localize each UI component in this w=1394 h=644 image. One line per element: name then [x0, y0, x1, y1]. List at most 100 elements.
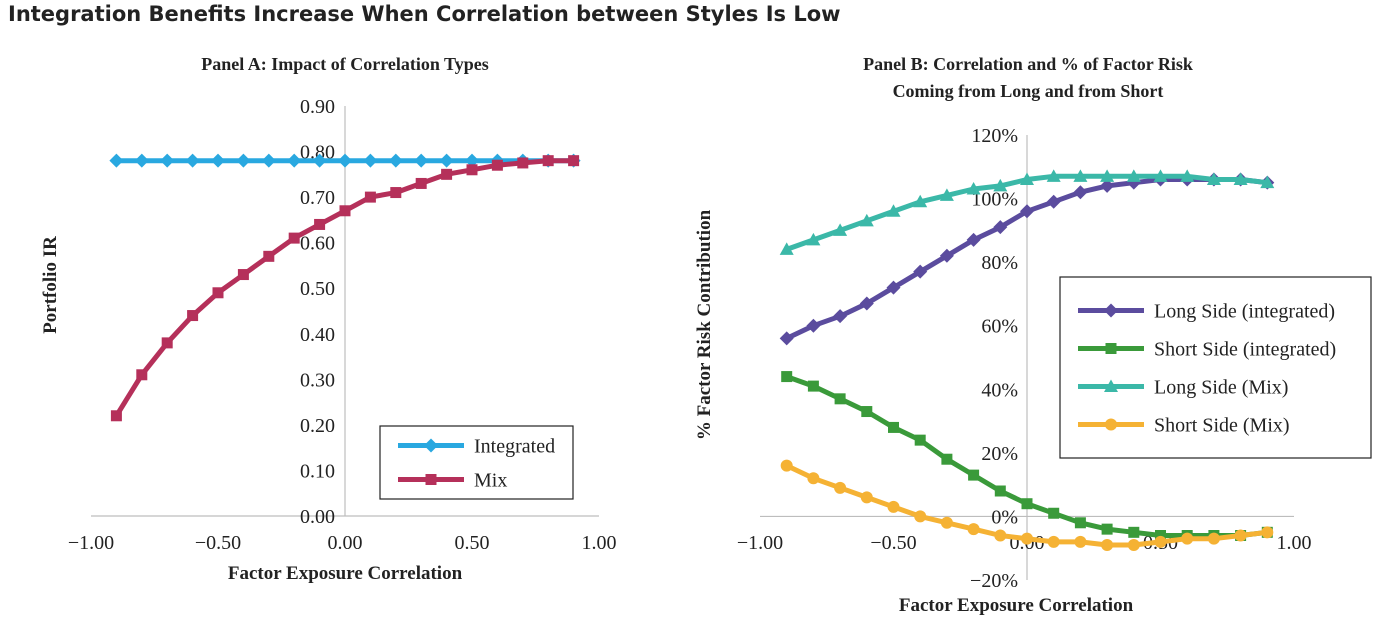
y-tick-label: 80% [981, 252, 1018, 274]
data-point [161, 337, 173, 349]
data-point [940, 516, 953, 529]
data-point [314, 218, 326, 230]
y-tick-label: 0.80 [300, 142, 335, 164]
data-point [1047, 535, 1060, 548]
y-tick-label: 0.40 [300, 324, 335, 346]
data-point [160, 153, 175, 168]
data-point [939, 248, 954, 263]
data-point [1233, 172, 1248, 185]
data-point [939, 188, 954, 201]
data-point [1100, 178, 1115, 193]
data-point [861, 406, 873, 418]
data-point [415, 177, 427, 189]
legend-swatch-marker [425, 474, 437, 485]
data-point [1074, 535, 1087, 548]
legend-label: Short Side (Mix) [1154, 415, 1290, 437]
data-point [968, 469, 980, 481]
data-point [187, 310, 199, 322]
data-point [806, 318, 821, 333]
data-point [441, 168, 453, 180]
data-point [288, 232, 300, 244]
data-point [1153, 169, 1168, 182]
data-point [211, 153, 225, 168]
y-tick-label: 0.90 [300, 96, 335, 118]
data-point [966, 232, 981, 247]
legend-item: Long Side (Mix) [1078, 377, 1288, 399]
x-tick-label: 0.00 [328, 532, 363, 554]
data-point [134, 153, 149, 168]
data-point [887, 500, 900, 513]
data-point [967, 523, 980, 536]
data-point [914, 434, 926, 446]
data-point [287, 153, 302, 168]
chart-title: Panel B: Correlation and % of Factor Ris… [863, 54, 1193, 74]
data-point [414, 153, 429, 168]
data-point [339, 205, 351, 217]
figure-title: Integration Benefits Increase When Corre… [8, 2, 841, 26]
data-point [993, 220, 1008, 235]
data-point [261, 153, 276, 168]
legend-item: Mix [398, 470, 507, 492]
x-axis-label: Factor Exposure Correlation [899, 595, 1134, 616]
data-point [312, 153, 327, 168]
legend-swatch-marker [424, 438, 438, 453]
data-point [465, 153, 479, 168]
series-mix [110, 155, 580, 422]
data-point [237, 269, 249, 281]
y-tick-label: 20% [981, 443, 1018, 465]
data-point [780, 459, 793, 472]
y-tick-label: 0.70 [300, 187, 335, 209]
data-point [136, 369, 148, 381]
data-point [913, 194, 928, 208]
data-point [466, 164, 478, 176]
data-point [236, 153, 251, 168]
data-point [886, 280, 901, 295]
data-point [807, 380, 819, 392]
legend-swatch-marker [1105, 418, 1117, 431]
data-point [110, 410, 122, 422]
data-point [1073, 169, 1088, 182]
data-point [1073, 185, 1088, 200]
data-point [1128, 526, 1140, 538]
legend-label: Long Side (integrated) [1154, 301, 1335, 323]
data-point [388, 153, 403, 168]
legend-swatch-marker [1105, 343, 1117, 354]
legend-label: Integrated [474, 436, 555, 458]
y-tick-label: 40% [981, 379, 1018, 401]
data-point [1046, 169, 1061, 182]
data-point [914, 510, 927, 523]
panel-a: Panel A: Impact of Correlation Types −1.0… [40, 54, 617, 584]
data-point [807, 472, 820, 485]
panel-b: Panel B: Correlation and % of Factor Ris… [694, 54, 1372, 616]
data-point [1155, 530, 1166, 541]
y-tick-label: 120% [971, 125, 1018, 147]
data-point [781, 371, 793, 383]
data-point [1021, 532, 1033, 545]
data-point [966, 182, 981, 195]
x-tick-label: 1.00 [1277, 532, 1312, 554]
data-point [833, 309, 848, 324]
data-point [888, 421, 899, 433]
y-axis-label: % Factor Risk Contribution [694, 209, 715, 440]
data-point [779, 331, 794, 346]
data-point [913, 264, 928, 279]
data-point [1234, 529, 1247, 542]
y-tick-label: 0% [991, 506, 1018, 528]
data-point [859, 213, 874, 227]
data-point [833, 223, 848, 236]
legend: Long Side (integrated) Short Side (integr… [1059, 276, 1372, 459]
data-point [1048, 507, 1060, 519]
data-point [1101, 523, 1113, 535]
y-tick-label: 0.30 [300, 369, 335, 391]
x-tick-label: 0.50 [455, 532, 490, 554]
data-point [263, 250, 275, 262]
data-point [109, 153, 124, 168]
data-point [1181, 532, 1194, 545]
legend-label: Mix [474, 470, 507, 492]
data-point [1261, 526, 1274, 539]
data-point [185, 153, 200, 168]
y-tick-label: 0.00 [300, 506, 335, 528]
legend-box [379, 425, 574, 500]
y-tick-label: 60% [981, 316, 1018, 338]
